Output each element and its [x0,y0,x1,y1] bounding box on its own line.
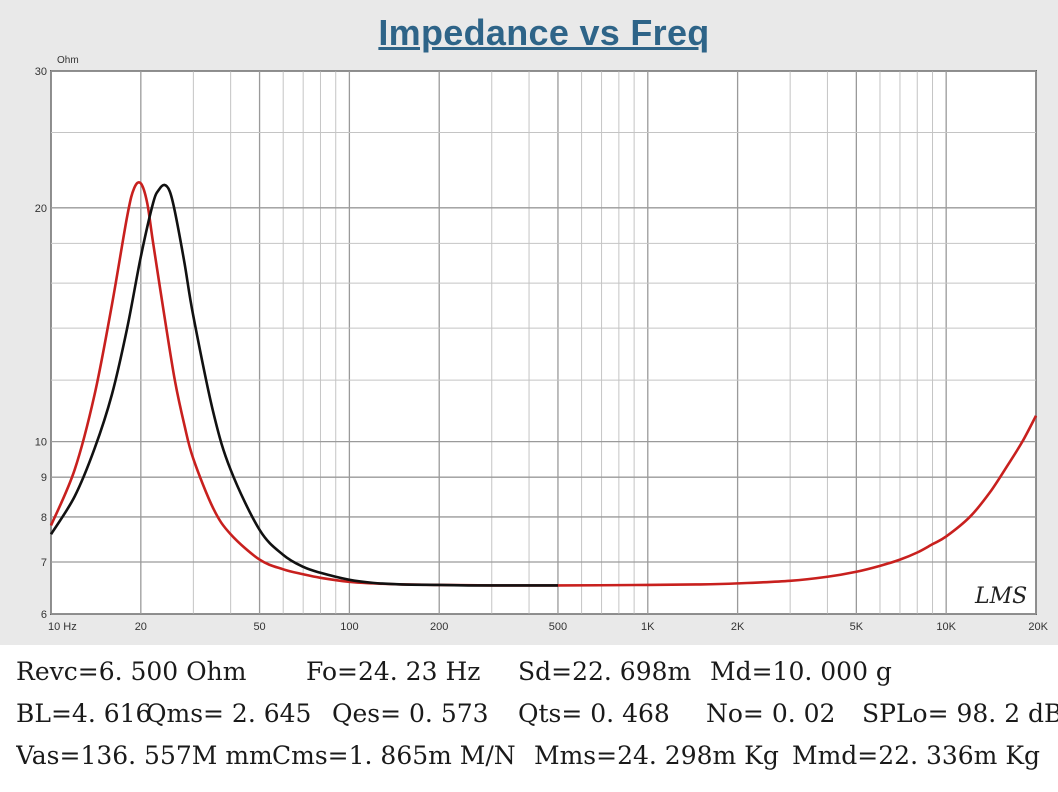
lms-watermark: LMS [974,584,1027,609]
y-tick-label: 7 [41,557,47,569]
tick-label-layer: 10 Hz 20 50 100 200 500 1K 2K 5K 10K 20K 30 20 10 9 8 7 6 [35,66,1049,633]
impedance-chart: 10 Hz 20 50 100 200 500 1K 2K 5K 10K 20K 30 20 10 9 8 7 6… [35,55,1049,633]
param-mms: Mms=24. 298m Kg [534,741,779,770]
x-tick-label: 10K [936,621,956,633]
plot-area [50,70,1037,615]
y-tick-label: 10 [35,437,47,449]
param-revc: Revc=6. 500 Ohm [16,657,247,686]
param-sd: Sd=22. 698m [518,657,692,686]
series-layer [49,181,1038,587]
speaker-parameters: Revc=6. 500 Ohm Fo=24. 23 Hz Sd=22. 698m… [16,657,1058,787]
x-tick-label: 10 Hz [48,621,77,633]
x-tick-label: 500 [549,621,567,633]
param-no: No= 0. 02 [706,699,836,728]
x-tick-label: 200 [430,621,448,633]
x-tick-label: 100 [340,621,358,633]
y-tick-label: 9 [41,472,47,484]
y-tick-label: 8 [41,512,47,524]
y-tick-label: 20 [35,203,47,215]
param-qms: Qms= 2. 645 [146,699,312,728]
x-tick-label: 2K [731,621,745,633]
param-splo: SPLo= 98. 2 dB [862,699,1058,728]
param-vas: Vas=136. 557M mm [16,741,273,770]
param-mmd: Mmd=22. 336m Kg [792,741,1041,770]
y-tick-label: 6 [41,609,47,621]
impedance-curve-black [49,183,558,587]
x-tick-label: 20K [1028,621,1048,633]
y-tick-label: 30 [35,66,47,78]
x-tick-label: 1K [641,621,655,633]
x-tick-label: 50 [253,621,265,633]
param-md: Md=10. 000 g [710,657,892,686]
param-fo: Fo=24. 23 Hz [306,657,481,686]
chart-title: Impedance vs Freq [378,12,710,53]
x-tick-label: 20 [135,621,147,633]
param-qes: Qes= 0. 573 [332,699,489,728]
param-qts: Qts= 0. 468 [518,699,670,728]
param-cms: Cms=1. 865m M/N [272,741,516,770]
y-axis-unit-label: Ohm [57,55,79,66]
x-tick-label: 5K [850,621,864,633]
param-bl: BL=4. 616 [16,699,152,728]
